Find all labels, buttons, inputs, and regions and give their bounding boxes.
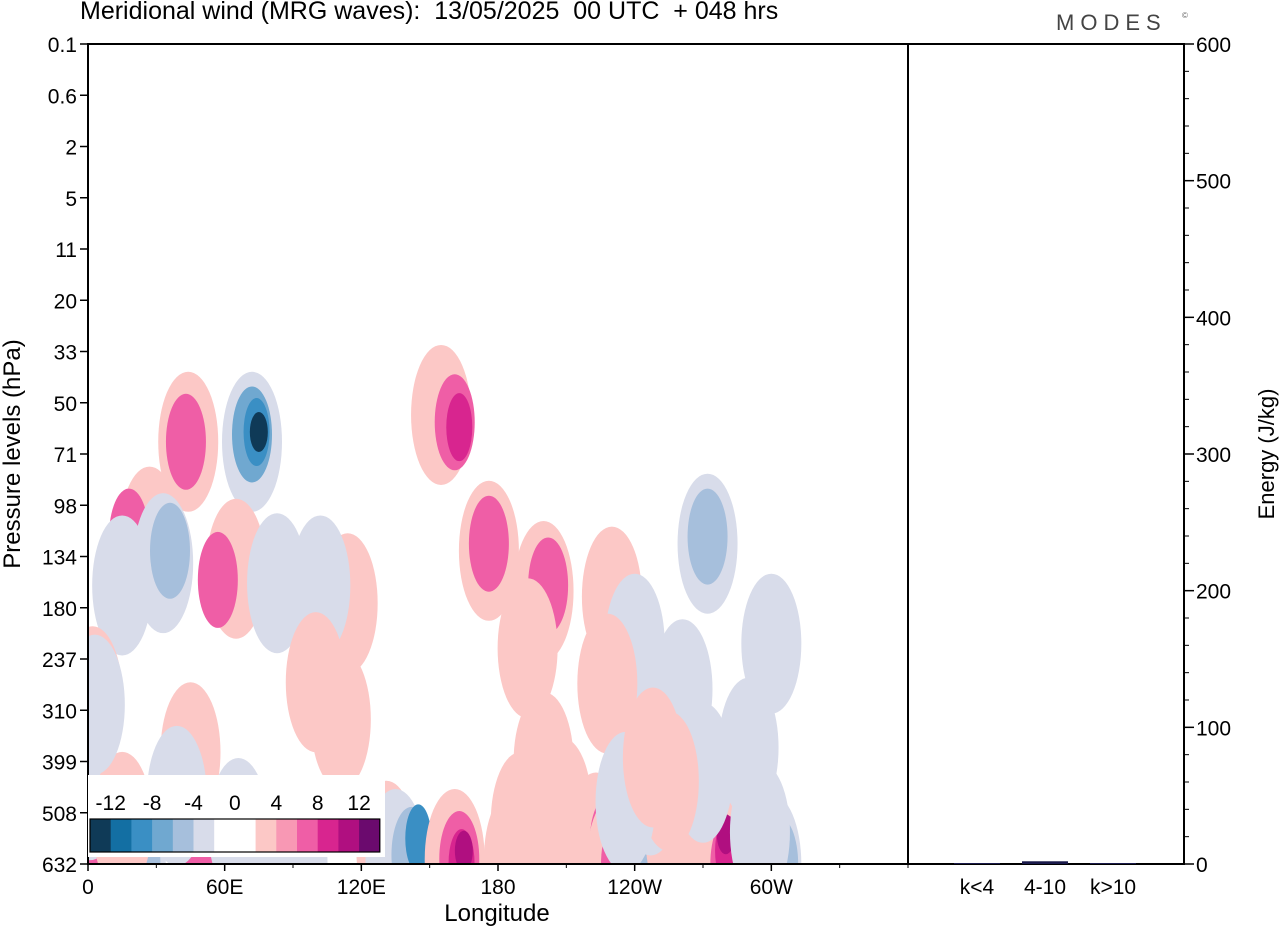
contour-blob [405,804,432,864]
energy-category-label: k>10 [1090,876,1136,899]
energy-tick-label: 600 [1196,34,1231,57]
colorbar-label: 4 [270,792,282,815]
energy-category-label: 4-10 [1024,876,1066,899]
colorbar-swatch [214,819,236,852]
energy-tick-label: 200 [1196,581,1231,604]
colorbar-swatch [276,819,298,852]
y-tick-label: 134 [42,547,77,570]
colorbar-label: -4 [184,792,203,815]
colorbar-swatch [359,819,381,852]
colorbar-swatch [90,819,112,852]
x-axis-label: Longitude [444,900,549,927]
contour-field [88,344,802,864]
colorbar-swatch [172,819,194,852]
colorbar: -12 -8 -4 0 4 8 12 [88,775,385,857]
contour-blob [197,531,238,628]
colorbar-swatch [110,819,132,852]
contour-blob [454,830,473,864]
x-tick-label: 60W [750,876,793,899]
energy-tick-label: 0 [1196,854,1208,877]
colorbar-swatch [152,819,174,852]
energy-panel: 0 100 200 300 400 500 600 Energy (J/kg) k<4 4-10 k… [954,34,1279,899]
contour-blob [687,488,728,585]
contour-blob [446,393,473,462]
brand-copyright-mark: © [1182,11,1188,20]
y-tick-label: 0.1 [48,34,77,57]
energy-tick-label: 400 [1196,307,1231,330]
x-tick-label: 0 [82,876,94,899]
colorbar-swatch [317,819,339,852]
x-tick-label: 120W [607,876,662,899]
y-tick-label: 2 [65,137,77,160]
axes: 0.1 0.6 2 5 11 20 33 50 71 98 134 180 237 310 399 508 63… [0,34,909,927]
colorbar-label: -12 [96,792,126,815]
contour-blob [497,578,558,719]
y-tick-label: 33 [54,342,77,365]
y-tick-label: 20 [54,290,77,313]
contour-blob [577,613,638,754]
contour-blob [531,737,592,864]
energy-bar [1022,861,1068,864]
contour-blob [729,762,790,864]
colorbar-label: 8 [312,792,324,815]
x-tick-label: 60E [206,876,243,899]
y-axis-label: Pressure levels (hPa) [0,339,26,568]
energy-frame [907,43,1185,865]
colorbar-swatch [193,819,215,852]
y-tick-label: 11 [55,239,77,262]
contour-blob [88,634,125,775]
y-tick-label: 237 [42,649,77,672]
energy-bar [954,863,1000,864]
colorbar-swatch [297,819,319,852]
contour-blob [622,687,683,828]
y-tick-label: 98 [54,495,77,518]
contour-blob [165,393,206,490]
y-tick-label: 632 [42,854,77,877]
colorbar-label: 0 [229,792,241,815]
colorbar-swatch [234,819,256,852]
contour-blob [249,412,268,453]
colorbar-swatch [255,819,277,852]
y-tick-label: 180 [42,598,77,621]
y-tick-label: 399 [42,752,77,775]
energy-category-label: k<4 [960,876,995,899]
y-tick-label: 508 [42,803,77,826]
contour-blob [92,515,153,656]
energy-tick-label: 100 [1196,717,1231,740]
contour-blob [150,502,190,599]
contour-blob [247,513,308,654]
x-tick-label: 180 [480,876,515,899]
y-tick-label: 5 [65,188,77,211]
y-tick-label: 0.6 [48,85,77,108]
energy-tick-label: 300 [1196,444,1231,467]
colorbar-swatch [338,819,360,852]
x-tick-label: 120E [337,876,386,899]
contour-blob [468,495,509,592]
colorbar-label: 12 [347,792,370,815]
chart-title: Meridional wind (MRG waves): 13/05/2025 … [80,0,779,25]
energy-tick-label: 500 [1196,171,1231,194]
y-tick-label: 310 [42,700,77,723]
colorbar-label: -8 [143,792,162,815]
energy-axis-label: Energy (J/kg) [1254,389,1279,520]
y-tick-label: 50 [54,393,77,416]
brand-logo: MODES [1056,10,1167,35]
colorbar-swatch [131,819,153,852]
y-tick-label: 71 [54,444,77,467]
colorbar-frame [89,818,381,853]
contour-blob [310,649,371,790]
energy-bar [1090,863,1136,864]
contour-blob [741,573,802,714]
